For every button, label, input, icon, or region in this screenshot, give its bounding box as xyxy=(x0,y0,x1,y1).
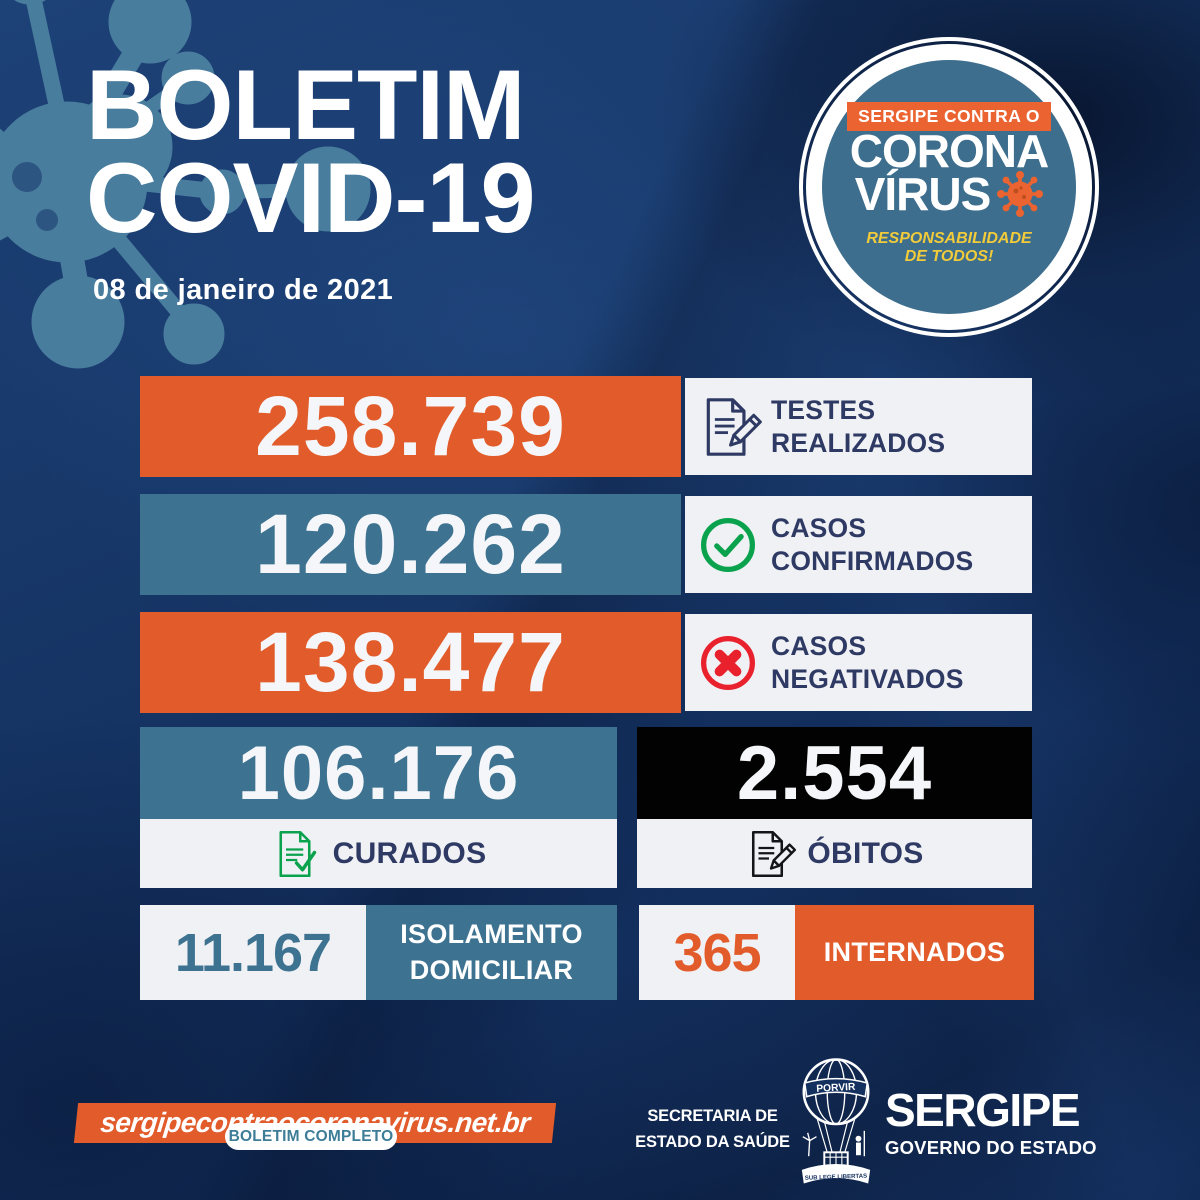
virus-icon xyxy=(997,171,1044,218)
stat-value: 106.176 xyxy=(140,727,617,819)
badge-banner-label: SERGIPE CONTRA O xyxy=(847,101,1051,131)
document-pencil-icon xyxy=(752,830,797,877)
government-name: SERGIPE xyxy=(885,1084,1081,1136)
stat-label: TESTES REALIZADOS xyxy=(771,395,946,458)
stat-row-casos-negativados: 138.477 CASOS NEGATIVADOS xyxy=(140,612,1032,713)
check-circle-icon xyxy=(701,517,755,572)
stat-label-panel: CASOS NEGATIVADOS xyxy=(685,614,1032,711)
badge-inner-circle: SERGIPE CONTRA O CORONA VÍRUS xyxy=(822,60,1076,314)
government-logo: SERGIPE GOVERNO DO ESTADO xyxy=(885,1087,1097,1159)
stat-label: INTERNADOS xyxy=(795,905,1034,1000)
stat-pill-internados: 365 INTERNADOS xyxy=(639,905,1034,1000)
government-subtitle: GOVERNO DO ESTADO xyxy=(885,1136,1097,1158)
balloon-ribbon-label: SUB LEGE LIBERTAS xyxy=(805,1174,868,1182)
stat-value: 258.739 xyxy=(140,376,681,477)
x-circle-icon xyxy=(701,635,755,690)
stat-value: 120.262 xyxy=(140,494,681,595)
full-bulletin-button[interactable]: BOLETIM COMPLETO xyxy=(225,1123,397,1150)
stat-value: 138.477 xyxy=(140,612,681,713)
document-check-icon xyxy=(279,830,316,877)
stat-label-panel: ÓBITOS xyxy=(637,819,1032,888)
virus-molecule-graphic xyxy=(0,0,371,369)
stat-row-casos-confirmados: 120.262 CASOS CONFIRMADOS xyxy=(140,494,1032,595)
badge-word-corona: CORONA xyxy=(849,124,1049,177)
stat-label: CASOS NEGATIVADOS xyxy=(771,631,964,694)
sergipe-balloon-logo: PORVIR SUB LEGE LIBERTAS xyxy=(801,1058,871,1184)
stat-value: 365 xyxy=(639,905,795,1000)
stat-row-testes-realizados: 258.739 xyxy=(140,376,1032,477)
stat-label-panel: TESTES REALIZADOS xyxy=(685,378,1032,475)
stat-label: CASOS CONFIRMADOS xyxy=(771,513,974,576)
bulletin-date: 08 de janeiro de 2021 xyxy=(93,274,394,306)
stat-label: CURADOS xyxy=(332,836,487,870)
balloon-palm-figure xyxy=(802,1132,817,1157)
stat-label-panel: CASOS CONFIRMADOS xyxy=(685,496,1032,593)
stat-value: 11.167 xyxy=(140,905,366,1000)
stat-card-obitos: 2.554 xyxy=(637,727,1032,888)
health-secretary-label: SECRETARIA DE ESTADO DA SAÚDE xyxy=(635,1107,790,1151)
campaign-badge: SERGIPE CONTRA O CORONA VÍRUS xyxy=(799,37,1099,337)
badge-outer-ring xyxy=(799,37,1099,337)
title-line2: COVID-19 xyxy=(86,142,536,254)
balloon-soldier-figure xyxy=(855,1130,865,1157)
stat-value: 2.554 xyxy=(637,727,1032,819)
badge-word-virus: VÍRUS xyxy=(854,168,992,221)
statistics-grid: 258.739 xyxy=(140,376,1034,1000)
stat-label: ÓBITOS xyxy=(807,836,924,870)
stat-label-panel: CURADOS xyxy=(140,819,617,888)
badge-tagline: RESPONSABILIDADE DE TODOS! xyxy=(866,230,1032,266)
stat-card-curados: 106.176 CURADOS xyxy=(140,727,617,888)
page-title: BOLETIM COVID-19 xyxy=(86,49,536,254)
balloon-band-label: PORVIR xyxy=(816,1082,856,1095)
document-pencil-icon xyxy=(706,397,762,456)
stat-pill-isolamento: 11.167 ISOLAMENTO DOMICILIAR xyxy=(140,905,617,1000)
title-line1: BOLETIM xyxy=(86,49,525,160)
stat-label: ISOLAMENTO DOMICILIAR xyxy=(366,905,617,1000)
